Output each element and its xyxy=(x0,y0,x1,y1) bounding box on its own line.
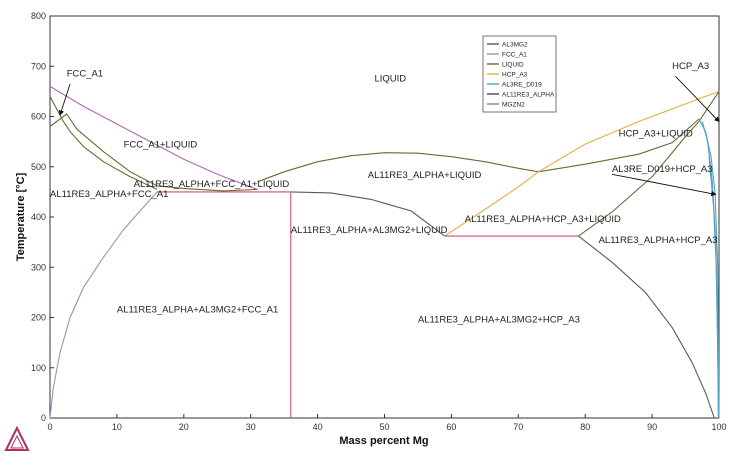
phase-region-label: AL11RE3_ALPHA+HCP_A3 xyxy=(599,235,718,246)
y-tick-label: 100 xyxy=(31,363,46,373)
legend-entry: LIQUID xyxy=(502,62,524,69)
y-tick-label: 600 xyxy=(31,112,46,122)
phase-boundary-line xyxy=(444,90,720,237)
annotation-arrow xyxy=(675,75,720,123)
x-axis-label: Mass percent Mg xyxy=(339,435,428,447)
legend-entry: AL11RE3_ALPHA xyxy=(502,92,555,99)
x-tick-label: 80 xyxy=(580,422,590,432)
y-tick-label: 300 xyxy=(31,262,46,272)
phase-region-label: AL11RE3_ALPHA+LIQUID xyxy=(368,170,482,181)
phase-region-label: AL11RE3_ALPHA+AL3MG2+FCC_A1 xyxy=(117,304,278,315)
x-tick-label: 60 xyxy=(446,422,456,432)
phase-boundary-line xyxy=(708,156,720,419)
phase-boundary-line xyxy=(290,191,446,237)
axis-ticks: 0 10 20 30 40 50 60 70 80 90 100 0 100 200 300 400 500 60… xyxy=(31,11,727,432)
x-tick-label: 0 xyxy=(47,422,52,432)
phase-boundary-line xyxy=(578,235,715,419)
thermo-calc-logo-icon xyxy=(4,425,30,451)
phase-boundary-line xyxy=(578,91,720,237)
x-tick-label: 10 xyxy=(112,422,122,432)
y-tick-label: 800 xyxy=(31,11,46,21)
legend-entry: MGZN2 xyxy=(502,102,525,109)
x-tick-label: 90 xyxy=(647,422,657,432)
phase-region-label: AL11RE3_ALPHA+AL3MG2+LIQUID xyxy=(291,225,448,236)
y-axis-label: Temperature [°C] xyxy=(15,172,27,261)
phase-region-label: AL11RE3_ALPHA+FCC_A1+LIQUID xyxy=(134,179,290,190)
x-tick-label: 40 xyxy=(313,422,323,432)
legend: AL3MG2 FCC_A1 LIQUID HCP_A3 AL3RE_D019 AL11RE… xyxy=(482,35,557,113)
y-tick-label: 400 xyxy=(31,212,46,222)
phase-region-label: AL3RE_D019+HCP_A3 xyxy=(612,164,713,175)
phase-region-label: AL11RE3_ALPHA+HCP_A3+LIQUID xyxy=(465,214,621,225)
phase-boundaries xyxy=(49,85,720,419)
x-tick-label: 70 xyxy=(513,422,523,432)
y-tick-label: 700 xyxy=(31,61,46,71)
annotation-arrows xyxy=(58,75,720,197)
phase-region-label: HCP_A3+LIQUID xyxy=(619,129,693,140)
phase-region-label: HCP_A3 xyxy=(672,61,709,72)
phase-region-label: FCC_A1+LIQUID xyxy=(124,140,198,151)
legend-entry: HCP_A3 xyxy=(502,72,528,79)
phase-region-label: LIQUID xyxy=(374,73,406,84)
plot-frame xyxy=(49,15,720,419)
phase-boundary-line xyxy=(49,96,158,190)
x-tick-label: 20 xyxy=(179,422,189,432)
phase-region-labels: FCC_A1 LIQUID HCP_A3 FCC_A1+LIQUID HCP_A3+LI… xyxy=(50,61,718,326)
phase-region-label: FCC_A1 xyxy=(67,68,103,79)
legend-entry: FCC_A1 xyxy=(502,52,527,59)
annotation-arrow xyxy=(611,173,717,197)
phase-boundary-line xyxy=(49,85,258,190)
phase-region-label: AL11RE3_ALPHA+AL3MG2+HCP_A3 xyxy=(418,315,580,326)
x-tick-label: 100 xyxy=(711,422,726,432)
y-tick-label: 500 xyxy=(31,162,46,172)
annotation-arrow xyxy=(58,83,71,116)
phase-boundary-line xyxy=(49,191,158,419)
y-tick-label: 200 xyxy=(31,313,46,323)
phase-boundary-line xyxy=(257,118,700,183)
x-tick-label: 50 xyxy=(379,422,389,432)
phase-region-label: AL11RE3_ALPHA+FCC_A1 xyxy=(50,189,168,200)
x-tick-label: 30 xyxy=(246,422,256,432)
legend-entry: AL3MG2 xyxy=(502,42,528,49)
y-tick-label: 0 xyxy=(41,413,46,423)
legend-entry: AL3RE_D019 xyxy=(502,82,542,89)
